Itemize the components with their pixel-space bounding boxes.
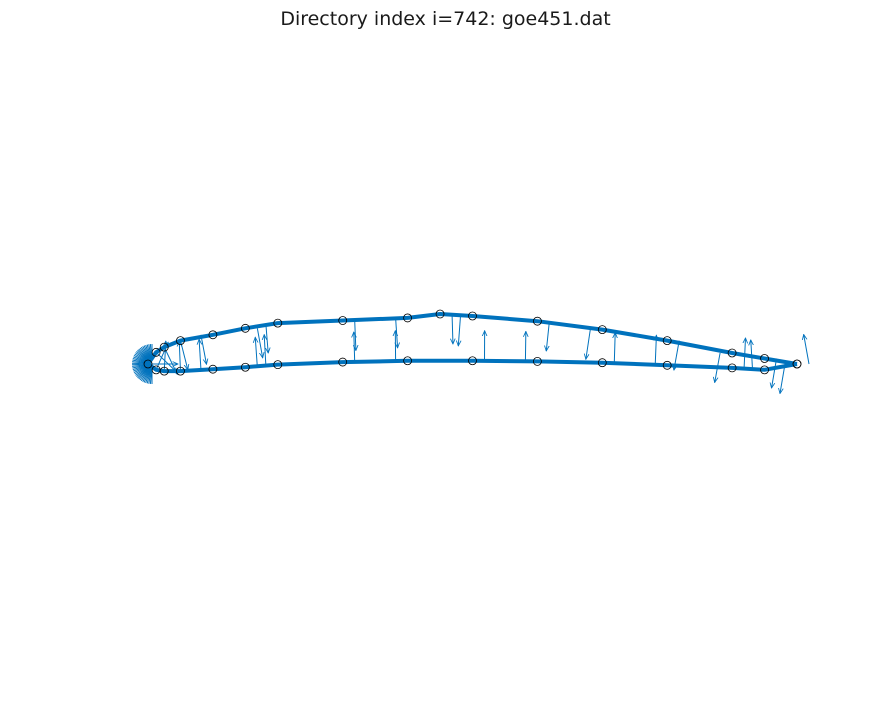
leading-edge-normal xyxy=(137,349,150,362)
data-point-marker xyxy=(662,360,672,370)
data-point-marker xyxy=(468,356,477,366)
normal-vector xyxy=(199,339,201,370)
leading-edge-normal xyxy=(132,357,149,364)
leading-edge-normal xyxy=(148,367,152,384)
normal-vectors xyxy=(131,314,810,394)
leading-edge-normal xyxy=(149,367,153,384)
normal-vector xyxy=(179,340,187,370)
data-point-marker xyxy=(273,360,283,370)
data-point-marker xyxy=(143,359,153,369)
data-points xyxy=(143,309,802,376)
normal-vector xyxy=(266,323,268,353)
normal-vector xyxy=(780,363,786,394)
leading-edge-normal xyxy=(131,363,149,366)
data-point-marker xyxy=(208,364,218,374)
normal-vector xyxy=(546,321,550,351)
chart-title: Directory index i=742: goe451.dat xyxy=(280,8,611,30)
leading-edge-normal xyxy=(142,367,151,382)
leading-edge-normal xyxy=(132,359,149,364)
data-point-marker xyxy=(597,325,607,335)
leading-edge-normal xyxy=(137,366,150,379)
normal-vector xyxy=(255,337,257,368)
leading-edge-normal xyxy=(146,367,152,384)
data-point-marker xyxy=(240,362,250,372)
leading-edge-normal xyxy=(140,346,151,361)
data-point-marker xyxy=(727,363,737,373)
data-point-marker xyxy=(338,357,348,367)
normal-vector xyxy=(354,332,355,363)
data-point-marker xyxy=(727,348,737,358)
data-point-marker xyxy=(159,366,169,376)
leading-edge-normal xyxy=(143,367,151,383)
data-point-marker xyxy=(435,309,445,319)
data-point-marker xyxy=(662,336,672,346)
data-point-marker xyxy=(760,354,769,363)
data-point-marker xyxy=(468,311,477,321)
normal-vector xyxy=(744,338,745,368)
leading-edge-normal xyxy=(140,367,151,382)
leading-edge-normal xyxy=(143,345,151,361)
leading-edge-normal xyxy=(131,362,149,365)
leading-edge-normal xyxy=(138,348,150,362)
data-point-marker xyxy=(176,336,185,346)
leading-edge-normal xyxy=(142,346,151,361)
leading-edge-normal xyxy=(133,364,149,372)
data-point-marker xyxy=(760,365,769,375)
leading-edge-normal xyxy=(145,367,152,384)
normal-vector xyxy=(355,320,356,351)
data-point-marker xyxy=(403,356,413,366)
normal-vector xyxy=(458,315,460,346)
leading-edge-normal xyxy=(139,347,150,362)
data-point-marker xyxy=(176,366,185,376)
normal-vector xyxy=(804,334,810,365)
data-point-marker xyxy=(792,359,802,369)
normal-vector xyxy=(614,333,615,363)
data-point-marker xyxy=(597,358,607,368)
leading-edge-normal xyxy=(133,356,149,364)
normal-vector xyxy=(256,328,262,358)
data-point-marker xyxy=(533,316,542,326)
data-point-marker xyxy=(159,342,169,352)
leading-edge-normal xyxy=(132,364,149,369)
leading-edge-normal xyxy=(133,354,149,363)
leading-edge-normal xyxy=(139,366,150,381)
leading-edge-normal xyxy=(138,366,150,380)
data-point-marker xyxy=(338,316,348,325)
normal-vector xyxy=(179,341,180,372)
normal-vector xyxy=(586,329,591,360)
leading-edge-normal xyxy=(133,365,149,374)
data-point-marker xyxy=(273,318,283,328)
leading-edge-normal xyxy=(132,363,149,367)
normal-vector xyxy=(452,314,453,344)
data-point-marker xyxy=(240,323,250,333)
normal-vector xyxy=(264,335,266,365)
leading-edge-normal xyxy=(145,344,152,361)
leading-edge-normal xyxy=(132,364,149,371)
airfoil-contour-line xyxy=(146,312,798,374)
leading-edge-normal xyxy=(132,361,149,365)
data-point-marker xyxy=(533,357,542,366)
normal-vector xyxy=(200,334,207,364)
data-point-marker xyxy=(403,313,413,323)
series-line xyxy=(146,312,798,374)
data-point-marker xyxy=(208,330,218,340)
normal-vector xyxy=(772,358,778,388)
data-point-marker xyxy=(151,347,161,357)
